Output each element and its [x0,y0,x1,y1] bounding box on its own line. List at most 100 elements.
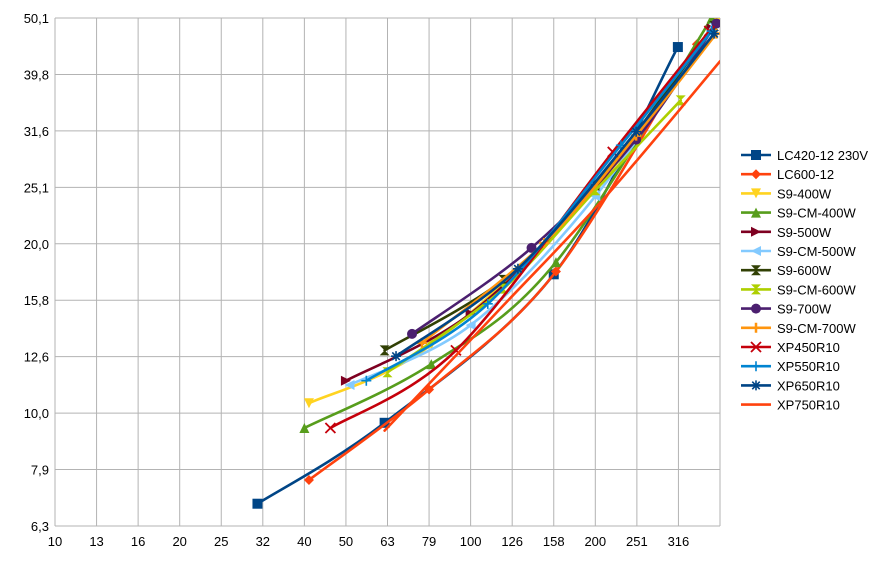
x-tick-label: 20 [172,534,186,549]
legend-entry: XP750R10 [741,398,840,413]
x-tick-label: 63 [380,534,394,549]
data-point [340,375,351,386]
plot-series [252,18,720,509]
legend-label: S9-CM-700W [777,321,856,336]
legend-entry: S9-400W [741,186,832,201]
legend-label: S9-CM-600W [777,282,856,297]
axes: 50,139,831,625,120,015,812,610,07,96,310… [24,11,690,549]
legend-entry: XP650R10 [741,378,840,393]
data-point [631,126,642,137]
data-point [407,328,418,339]
data-point [751,303,761,314]
data-point [751,188,761,199]
data-point [751,246,761,256]
x-tick-label: 50 [339,534,353,549]
x-tick-label: 251 [626,534,648,549]
legend-entry: S9-600W [741,263,832,278]
legend-entry: S9-CM-500W [741,244,856,259]
series-xp750r10 [383,59,720,432]
data-point [751,207,761,218]
data-point [751,361,761,372]
data-point [751,322,761,333]
x-tick-label: 100 [460,534,482,549]
legend-label: XP750R10 [777,398,840,413]
data-point [379,417,390,428]
data-point [751,380,761,391]
y-tick-label: 7,9 [31,463,49,478]
data-point [550,257,561,268]
series-line [383,59,720,432]
y-tick-label: 31,6 [24,124,49,139]
legend-label: LC600-12 [777,167,834,182]
x-tick-label: 200 [584,534,606,549]
data-point [550,266,561,277]
data-point [303,475,314,486]
x-tick-label: 158 [543,534,565,549]
data-point [482,298,493,309]
legend-label: S9-CM-500W [777,244,856,259]
data-point [391,351,402,362]
data-point [751,284,761,295]
y-tick-label: 12,6 [24,350,49,365]
legend-label: XP450R10 [777,340,840,355]
legend-entry: XP450R10 [741,340,840,355]
series-line [386,99,682,374]
y-tick-label: 6,3 [31,519,49,534]
legend-entry: LC420-12 230V [741,148,868,163]
data-point [361,375,372,386]
data-point [751,169,761,180]
x-tick-label: 13 [89,534,103,549]
series-line [394,32,716,358]
legend-label: XP650R10 [777,378,840,393]
x-tick-label: 10 [48,534,62,549]
x-tick-label: 16 [131,534,145,549]
y-tick-label: 39,8 [24,67,49,82]
data-point [672,42,683,53]
legend-label: S9-400W [777,186,832,201]
y-tick-label: 20,0 [24,237,49,252]
series-line [307,43,699,482]
data-point [303,398,314,409]
data-point [751,226,761,237]
data-point [252,498,263,509]
data-point [709,28,720,39]
data-point [465,320,476,331]
x-tick-label: 32 [256,534,270,549]
legend-label: S9-700W [777,302,832,317]
legend-label: S9-CM-400W [777,206,856,221]
data-point [526,242,537,253]
legend: LC420-12 230V LC600-12 S9-400W S9-CM-400W S9… [741,148,868,413]
x-tick-label: 40 [297,534,311,549]
x-tick-label: 79 [422,534,436,549]
legend-label: S9-600W [777,263,832,278]
legend-entry: XP550R10 [741,359,840,374]
x-tick-label: 25 [214,534,228,549]
series-line [420,32,718,345]
data-point [512,263,523,274]
data-point [751,265,761,276]
data-point [299,422,310,433]
legend-entry: S9-500W [741,225,832,240]
x-tick-label: 126 [501,534,523,549]
legend-entry: S9-CM-600W [741,282,856,297]
data-point [675,95,686,106]
legend-label: S9-500W [777,225,832,240]
series-xp650r10 [391,28,720,362]
legend-entry: S9-CM-400W [741,206,856,221]
y-tick-label: 10,0 [24,406,49,421]
series-line [329,29,711,430]
data-point [324,422,337,434]
data-point [344,380,355,391]
data-point [751,150,761,160]
legend-entry: S9-CM-700W [741,321,856,336]
data-point [426,359,437,370]
legend-entry: S9-700W [741,302,832,317]
y-tick-label: 15,8 [24,293,49,308]
y-tick-label: 50,1 [24,11,49,26]
y-tick-label: 25,1 [24,180,49,195]
data-point [379,345,390,356]
legend-label: XP550R10 [777,359,840,374]
x-tick-label: 316 [668,534,690,549]
